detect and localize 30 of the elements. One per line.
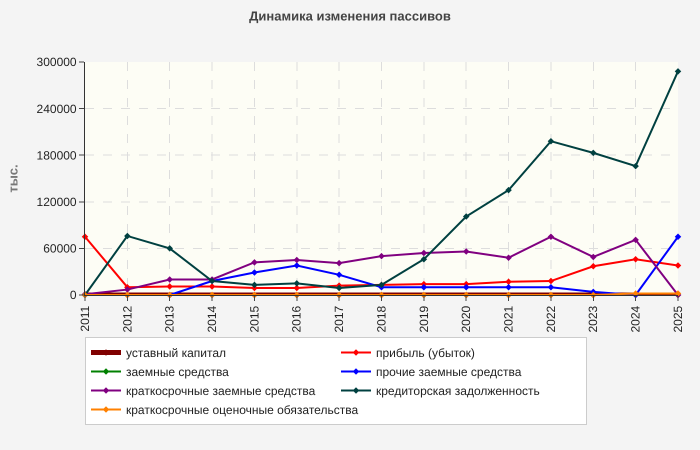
legend-label: краткосрочные заемные средства: [126, 384, 316, 398]
x-tick-label: 2015: [247, 305, 262, 333]
legend-label: краткосрочные оценочные обязательства: [126, 403, 358, 418]
x-tick-label: 2014: [204, 305, 219, 333]
legend-label: прочие заемные средства: [376, 365, 522, 380]
y-tick-label: 120000: [36, 195, 77, 209]
y-tick-label: 240000: [36, 102, 77, 116]
legend-label: уставный капитал: [126, 346, 226, 360]
x-tick-label: 2011: [78, 305, 92, 332]
x-tick-label: 2025: [670, 305, 685, 333]
y-tick-label: 60000: [43, 242, 77, 256]
legend-label: заемные средства: [126, 365, 230, 380]
y-axis-title: тыс.: [6, 164, 21, 193]
legend-label: прибыль (убыток): [376, 346, 475, 360]
x-tick-label: 2023: [586, 305, 600, 333]
x-tick-label: 2018: [374, 305, 388, 333]
y-tick-label: 300000: [36, 55, 77, 70]
legend-label: кредиторская задолженность: [376, 384, 540, 398]
x-tick-label: 2017: [332, 305, 346, 333]
x-tick-label: 2022: [544, 305, 558, 333]
x-tick-label: 2024: [628, 305, 643, 333]
x-tick-label: 2020: [459, 305, 474, 333]
x-tick-label: 2021: [501, 305, 516, 333]
x-tick-label: 2019: [416, 305, 431, 333]
y-tick-label: 0: [70, 288, 77, 302]
chart-title: Динамика изменения пассивов: [249, 8, 451, 24]
x-tick-label: 2013: [162, 305, 177, 333]
y-tick-label: 180000: [36, 148, 77, 162]
x-tick-label: 2012: [120, 305, 134, 333]
x-tick-label: 2016: [290, 305, 304, 333]
